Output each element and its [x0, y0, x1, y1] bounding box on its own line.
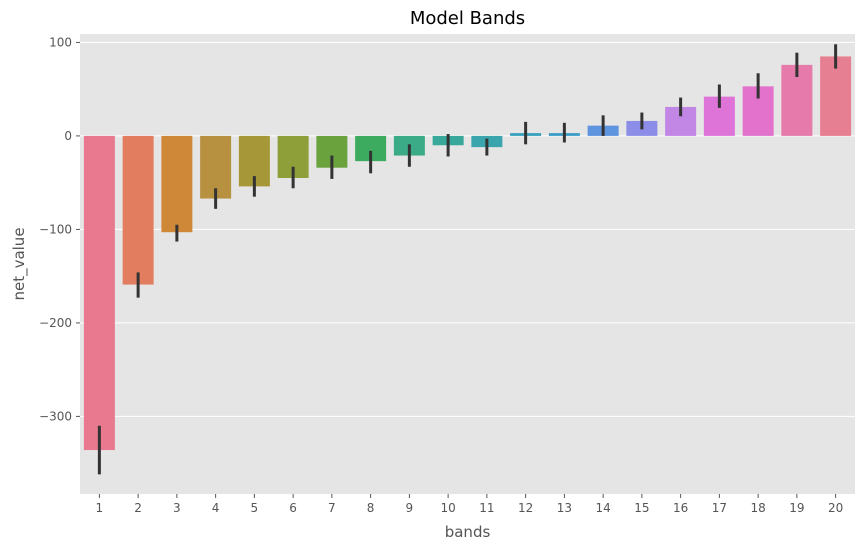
- x-tick-label: 13: [557, 501, 572, 515]
- x-axis-ticks: 1 2 3 4 5 6 7 8 9 10 11 12 13 14 15 16 17 18 19 20: [96, 494, 843, 515]
- y-axis-label: net_value: [10, 227, 29, 300]
- y-tick-label: 100: [49, 35, 72, 49]
- y-tick-label: −200: [39, 316, 72, 330]
- y-tick-label: −100: [39, 222, 72, 236]
- x-tick-label: 19: [789, 501, 804, 515]
- x-tick-label: 10: [440, 501, 455, 515]
- x-tick-label: 4: [212, 501, 220, 515]
- bar-3: [161, 135, 193, 233]
- x-tick-label: 17: [712, 501, 727, 515]
- y-tick-label: 0: [64, 129, 72, 143]
- x-tick-label: 20: [828, 501, 843, 515]
- x-axis-label: bands: [445, 523, 491, 541]
- x-tick-label: 12: [518, 501, 533, 515]
- x-tick-label: 6: [289, 501, 297, 515]
- x-tick-label: 7: [328, 501, 336, 515]
- y-axis-ticks: 100 0 −100 −200 −300: [39, 35, 80, 423]
- x-tick-label: 9: [406, 501, 414, 515]
- x-tick-label: 18: [750, 501, 765, 515]
- x-tick-label: 11: [479, 501, 494, 515]
- x-tick-label: 8: [367, 501, 375, 515]
- x-tick-label: 14: [595, 501, 610, 515]
- bar-2: [122, 135, 154, 285]
- chart-title: Model Bands: [410, 8, 525, 29]
- y-tick-label: −300: [39, 409, 72, 423]
- bar-1: [83, 135, 115, 451]
- x-tick-label: 2: [134, 501, 142, 515]
- bar-4: [200, 135, 232, 199]
- bars: [83, 56, 852, 451]
- error-bars: [97, 44, 838, 475]
- x-tick-label: 1: [96, 501, 104, 515]
- x-tick-label: 5: [251, 501, 259, 515]
- x-tick-label: 15: [634, 501, 649, 515]
- bar-20: [820, 56, 852, 136]
- x-tick-label: 3: [173, 501, 181, 515]
- plot-area: [80, 34, 855, 494]
- x-tick-label: 16: [673, 501, 688, 515]
